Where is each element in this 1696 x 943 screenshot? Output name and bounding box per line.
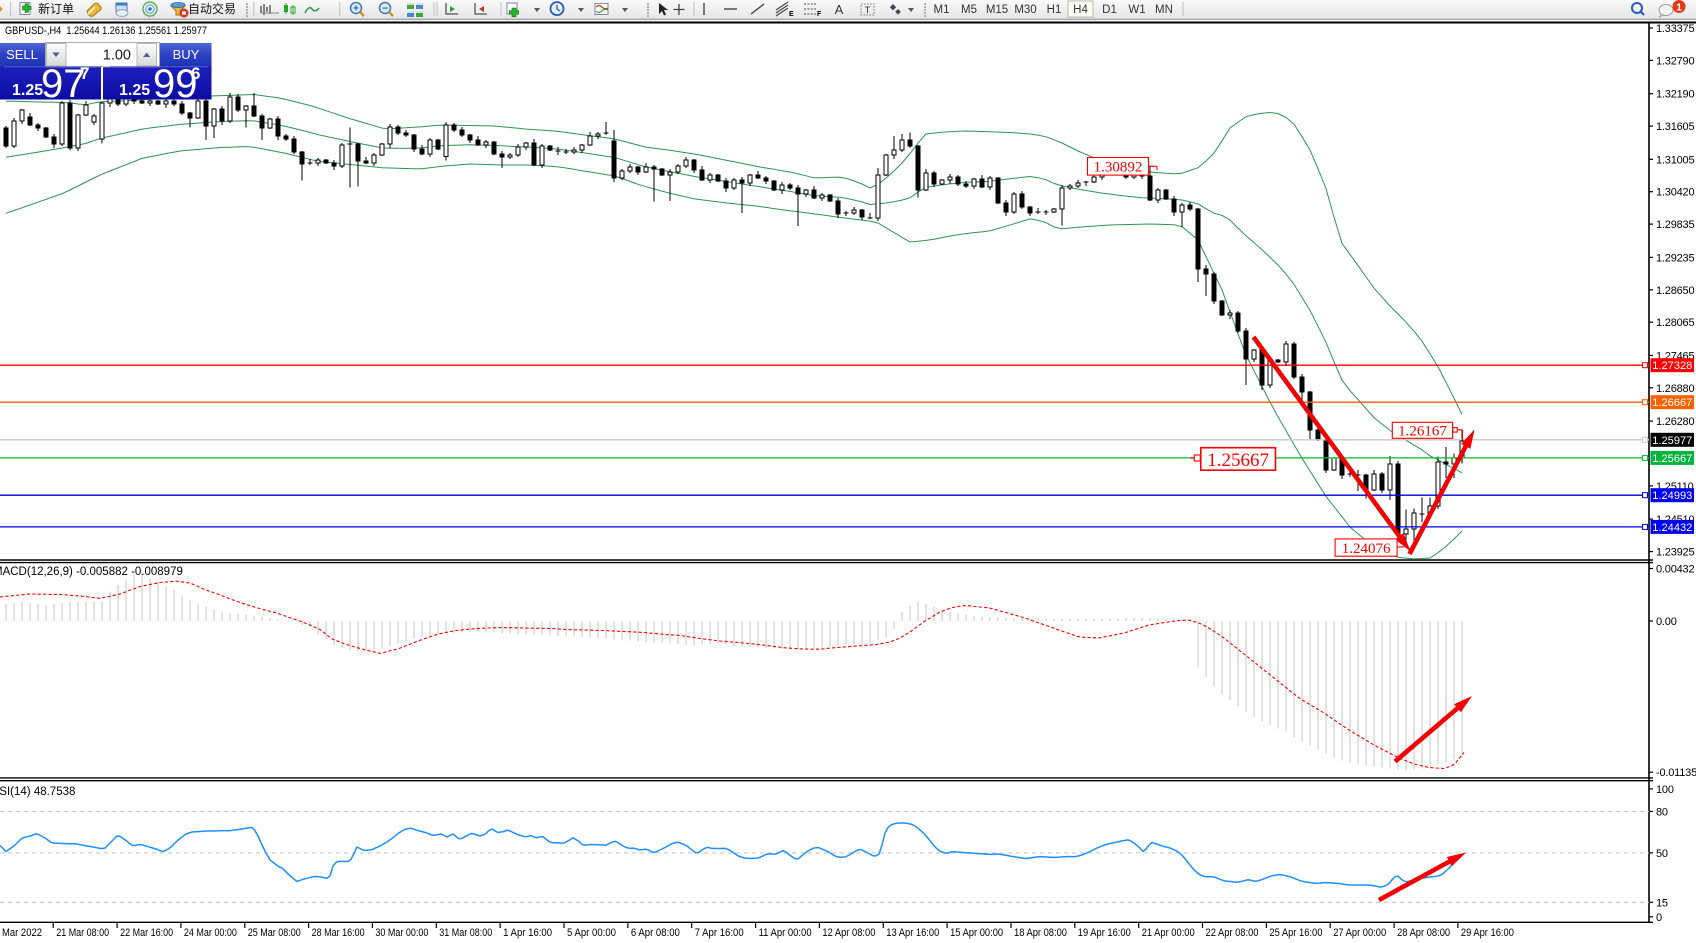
svg-text:11 Apr 00:00: 11 Apr 00:00 — [759, 927, 812, 939]
svg-text:29 Apr 16:00: 29 Apr 16:00 — [1461, 927, 1514, 939]
svg-text:0: 0 — [1656, 912, 1662, 924]
svg-text:18 Apr 08:00: 18 Apr 08:00 — [1014, 927, 1067, 939]
svg-text:RSI(14) 48.7538: RSI(14) 48.7538 — [0, 786, 75, 798]
svg-text:99: 99 — [153, 62, 198, 106]
svg-text:1.23925: 1.23925 — [1656, 547, 1694, 559]
svg-text:28 Apr 08:00: 28 Apr 08:00 — [1397, 927, 1450, 939]
svg-text:MN: MN — [1155, 4, 1173, 16]
svg-text:1.28065: 1.28065 — [1656, 317, 1694, 329]
svg-text:1.29835: 1.29835 — [1656, 219, 1694, 231]
svg-text:97: 97 — [41, 62, 86, 106]
svg-text:0.00: 0.00 — [1656, 616, 1677, 628]
svg-text:M15: M15 — [986, 4, 1008, 16]
svg-text:1.26280: 1.26280 — [1656, 416, 1694, 428]
svg-text:1.00: 1.00 — [103, 48, 131, 64]
svg-text:15: 15 — [1656, 897, 1668, 909]
svg-text:1: 1 — [1676, 2, 1682, 14]
svg-text:1.25977: 1.25977 — [1652, 435, 1692, 447]
svg-text:自动交易: 自动交易 — [188, 1, 236, 16]
svg-text:1 Apr 16:00: 1 Apr 16:00 — [503, 927, 552, 939]
svg-text:1.27328: 1.27328 — [1652, 360, 1692, 372]
svg-text:13 Apr 16:00: 13 Apr 16:00 — [886, 927, 939, 939]
svg-text:50: 50 — [1656, 848, 1668, 860]
svg-text:0.00432: 0.00432 — [1656, 564, 1694, 576]
svg-text:D1: D1 — [1102, 4, 1117, 16]
svg-text:27 Apr 00:00: 27 Apr 00:00 — [1333, 927, 1386, 939]
svg-text:24 Mar 00:00: 24 Mar 00:00 — [184, 927, 237, 939]
svg-text:22 Apr 08:00: 22 Apr 08:00 — [1206, 927, 1259, 939]
svg-text:M1: M1 — [934, 4, 950, 16]
svg-text:7: 7 — [80, 64, 89, 83]
svg-text:BUY: BUY — [173, 47, 200, 62]
svg-text:1.25: 1.25 — [119, 82, 150, 99]
svg-text:1.26167: 1.26167 — [1398, 424, 1447, 440]
svg-text:1.26667: 1.26667 — [1652, 397, 1692, 409]
svg-text:1.24432: 1.24432 — [1652, 522, 1692, 534]
svg-text:7 Apr 16:00: 7 Apr 16:00 — [695, 927, 744, 939]
svg-text:21 Apr 00:00: 21 Apr 00:00 — [1142, 927, 1195, 939]
svg-text:-0.01135: -0.01135 — [1656, 767, 1696, 779]
svg-text:M30: M30 — [1014, 4, 1036, 16]
svg-text:W1: W1 — [1128, 4, 1145, 16]
svg-text:12 Apr 08:00: 12 Apr 08:00 — [822, 927, 875, 939]
svg-text:A: A — [835, 2, 844, 17]
svg-text:1.31605: 1.31605 — [1656, 121, 1694, 133]
svg-text:T: T — [865, 5, 871, 16]
svg-text:E: E — [789, 11, 794, 18]
svg-text:1.24076: 1.24076 — [1342, 541, 1391, 557]
svg-text:28 Mar 16:00: 28 Mar 16:00 — [312, 927, 365, 939]
svg-text:25 Mar 08:00: 25 Mar 08:00 — [248, 927, 301, 939]
svg-text:1.28650: 1.28650 — [1656, 285, 1694, 297]
svg-text:31 Mar 08:00: 31 Mar 08:00 — [439, 927, 492, 939]
svg-text:1.25667: 1.25667 — [1207, 450, 1269, 471]
svg-text:25 Apr 16:00: 25 Apr 16:00 — [1269, 927, 1322, 939]
svg-text:Mar 2022: Mar 2022 — [2, 927, 42, 939]
svg-text:GBPUSD-,H4 1.25644 1.26136 1.: GBPUSD-,H4 1.25644 1.26136 1.25561 1.259… — [5, 25, 207, 37]
svg-text:6: 6 — [191, 64, 200, 83]
svg-text:−: − — [382, 4, 388, 15]
svg-text:6 Apr 08:00: 6 Apr 08:00 — [631, 927, 680, 939]
svg-text:MACD(12,26,9) -0.005882 -0.008: MACD(12,26,9) -0.005882 -0.008979 — [0, 566, 183, 578]
svg-text:1.32190: 1.32190 — [1656, 89, 1694, 101]
svg-text:SELL: SELL — [6, 47, 38, 62]
svg-text:15 Apr 00:00: 15 Apr 00:00 — [950, 927, 1003, 939]
svg-text:5 Apr 00:00: 5 Apr 00:00 — [567, 927, 616, 939]
svg-text:H4: H4 — [1073, 4, 1088, 16]
svg-text:F: F — [817, 11, 822, 18]
svg-text:21 Mar 08:00: 21 Mar 08:00 — [56, 927, 109, 939]
svg-text:M5: M5 — [961, 4, 977, 16]
svg-text:H1: H1 — [1047, 4, 1062, 16]
svg-text:80: 80 — [1656, 806, 1668, 818]
svg-text:+: + — [353, 4, 359, 15]
svg-text:1.26880: 1.26880 — [1656, 383, 1694, 395]
svg-text:1.24993: 1.24993 — [1652, 490, 1692, 502]
svg-text:22 Mar 16:00: 22 Mar 16:00 — [120, 927, 173, 939]
svg-text:1.30420: 1.30420 — [1656, 187, 1694, 199]
svg-text:19 Apr 16:00: 19 Apr 16:00 — [1078, 927, 1131, 939]
svg-text:1.31005: 1.31005 — [1656, 154, 1694, 166]
svg-text:新订单: 新订单 — [38, 1, 74, 16]
svg-text:1.25667: 1.25667 — [1652, 453, 1692, 465]
svg-text:1.25: 1.25 — [12, 82, 43, 99]
svg-text:100: 100 — [1656, 784, 1674, 796]
svg-text:1.30892: 1.30892 — [1094, 160, 1143, 176]
svg-text:1.29235: 1.29235 — [1656, 252, 1694, 264]
svg-text:30 Mar 00:00: 30 Mar 00:00 — [375, 927, 428, 939]
svg-text:1.32790: 1.32790 — [1656, 55, 1694, 67]
svg-text:1.33375: 1.33375 — [1656, 23, 1694, 35]
